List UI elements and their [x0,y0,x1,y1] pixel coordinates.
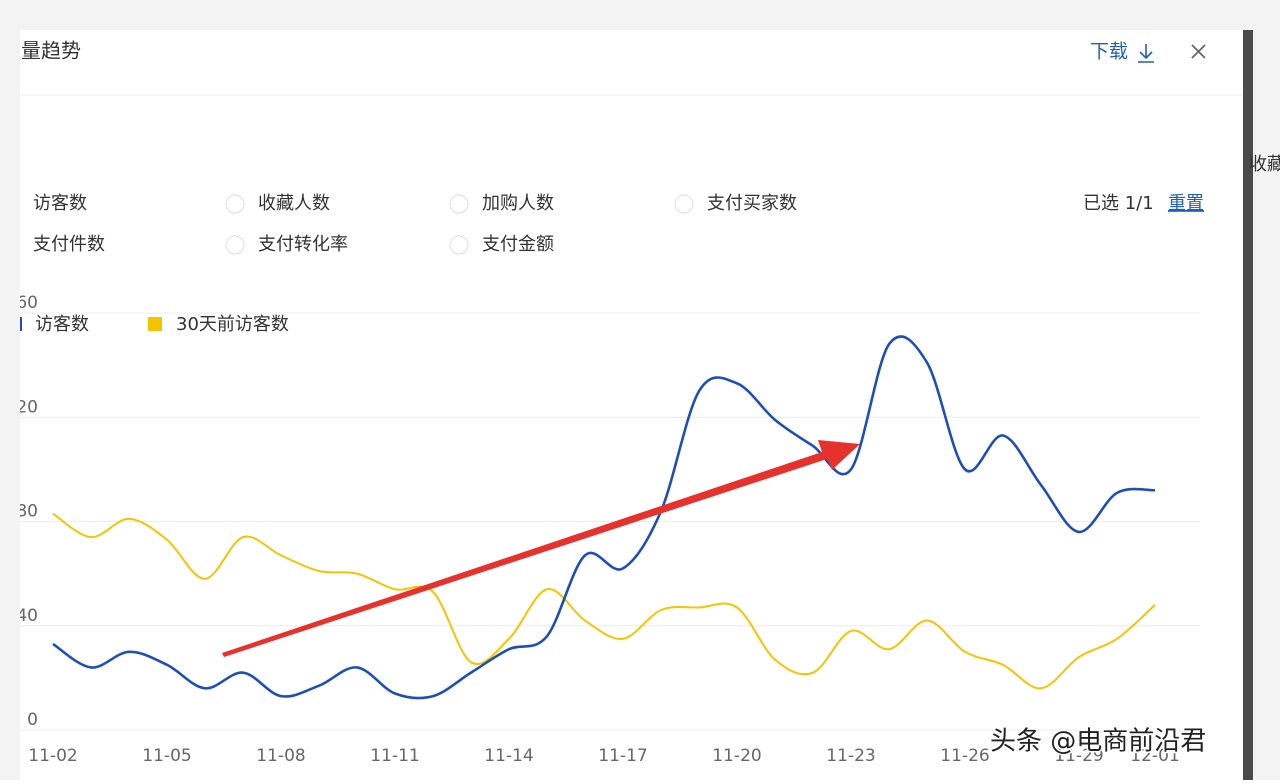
radio[interactable] [674,194,694,214]
series-line [52,512,1156,690]
x-tick-label: 11-29 [1054,746,1103,766]
y-tick-label: 160 [6,293,38,313]
series-line [52,335,1156,700]
filter-option[interactable]: 支付转化率 [258,234,348,255]
legend-label: 访客数 [35,314,89,335]
filter-option[interactable]: 支付买家数 [707,193,797,214]
radio[interactable] [449,235,469,255]
y-tick-label: 0 [27,710,38,730]
x-tick-label: 11-26 [940,746,989,766]
filter-option[interactable]: 访客数 [33,193,87,214]
side-bar [1243,30,1253,780]
selected-count: 已选 1/1 [1083,193,1154,214]
filter-option[interactable]: 支付金额 [482,234,554,255]
radio[interactable] [225,235,245,255]
x-tick-label: 11-02 [28,746,77,766]
filter-option[interactable]: 加购人数 [482,193,554,214]
reset-link[interactable]: 重置 [1168,193,1204,214]
x-tick-label: 11-11 [370,746,419,766]
x-tick-label: 11-05 [142,746,191,766]
download-icon[interactable] [1138,44,1154,63]
annotation-arrow [222,440,860,657]
x-tick-label: 12-01 [1130,746,1179,766]
filter-option[interactable]: 支付件数 [33,234,105,255]
modal-bg [20,30,1243,780]
close-button[interactable] [1191,44,1206,59]
y-tick-label: 120 [6,397,38,417]
x-tick-label: 11-17 [598,746,647,766]
side-text: 收藏 [1249,154,1280,175]
legend-label: 30天前访客数 [176,314,289,335]
x-tick-label: 11-08 [256,746,305,766]
x-tick-label: 11-14 [484,746,533,766]
legend-swatch [148,317,162,331]
radio[interactable] [449,194,469,214]
x-tick-label: 11-23 [826,746,875,766]
y-tick-label: 40 [16,606,38,626]
radio[interactable] [225,194,245,214]
modal-title: 量趋势 [21,39,81,63]
x-tick-label: 11-20 [712,746,761,766]
watermark: 头条 @电商前沿君 [990,727,1206,757]
download-link[interactable]: 下载 [1090,41,1128,63]
legend-swatch [20,317,22,331]
filter-option[interactable]: 收藏人数 [258,193,330,214]
y-tick-label: 80 [16,502,38,522]
